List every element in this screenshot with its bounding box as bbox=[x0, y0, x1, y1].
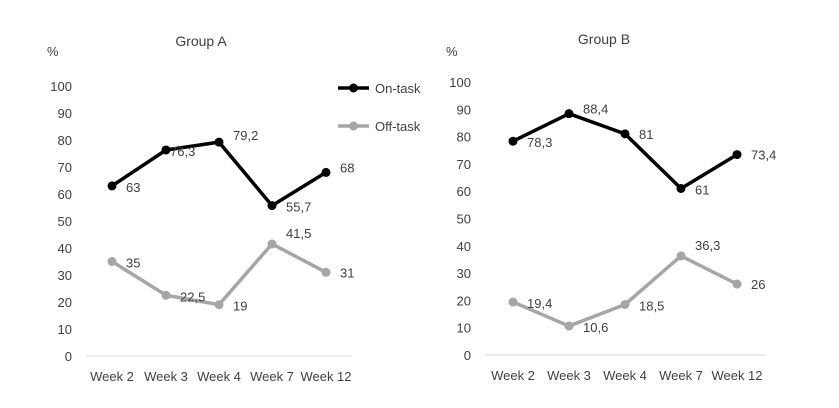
x-tick-labels: Week 2 Week 3 Week 4 Week 7 Week 12 bbox=[90, 369, 351, 384]
series-layer: 19,4 10,6 18,5 36,3 26 78,3 88,4 81 61 73,4 bbox=[508, 102, 776, 335]
data-point-off-task bbox=[564, 321, 574, 331]
y-tick-label: 0 bbox=[65, 349, 72, 364]
y-tick-label: 10 bbox=[58, 322, 72, 337]
x-tick-label: Week 4 bbox=[603, 368, 647, 383]
data-label-on-task: 88,4 bbox=[583, 102, 608, 117]
legend: On-task Off-task bbox=[338, 81, 421, 134]
data-label-off-task: 19 bbox=[233, 299, 247, 314]
y-tick-label: 0 bbox=[464, 348, 471, 363]
y-tick-label: 20 bbox=[58, 295, 72, 310]
data-label-off-task: 31 bbox=[340, 265, 354, 280]
data-label-off-task: 36,3 bbox=[695, 238, 720, 253]
x-tick-label: Week 3 bbox=[144, 369, 188, 384]
series-line-off-task bbox=[111, 242, 327, 307]
data-label-on-task: 63 bbox=[126, 180, 140, 195]
data-label-off-task: 19,4 bbox=[527, 296, 552, 311]
data-label-on-task: 76,3 bbox=[170, 144, 195, 159]
data-point-off-task bbox=[508, 297, 518, 307]
x-tick-label: Week 2 bbox=[90, 369, 134, 384]
y-tick-label: 30 bbox=[58, 268, 72, 283]
data-label-off-task: 41,5 bbox=[286, 226, 311, 241]
x-tick-label: Week 7 bbox=[659, 368, 703, 383]
data-label-off-task: 22,5 bbox=[180, 289, 205, 304]
series-line-on-task bbox=[512, 111, 738, 191]
data-point-on-task bbox=[564, 109, 574, 119]
x-tick-label: Week 12 bbox=[300, 369, 351, 384]
data-label-on-task: 81 bbox=[639, 127, 653, 142]
x-tick-label: Week 2 bbox=[491, 368, 535, 383]
y-tick-label: 100 bbox=[50, 79, 72, 94]
y-axis-label: % bbox=[47, 44, 59, 59]
data-point-off-task bbox=[732, 279, 742, 289]
data-point-off-task bbox=[321, 267, 331, 277]
data-point-on-task bbox=[107, 181, 117, 191]
data-point-off-task bbox=[267, 239, 277, 249]
data-point-on-task bbox=[161, 145, 171, 155]
data-label-on-task: 73,4 bbox=[751, 148, 776, 163]
data-point-off-task bbox=[107, 257, 117, 266]
data-label-on-task: 78,3 bbox=[527, 135, 552, 150]
data-label-on-task: 55,7 bbox=[286, 200, 311, 215]
series-layer: 35 22,5 19 41,5 31 63 76,3 79,2 55,7 68 bbox=[107, 128, 354, 314]
data-label-off-task: 18,5 bbox=[639, 298, 664, 313]
chart-title: Group B bbox=[578, 31, 630, 47]
y-axis-label: % bbox=[446, 44, 458, 59]
y-tick-label: 40 bbox=[58, 241, 72, 256]
legend-label-on-task: On-task bbox=[375, 81, 421, 96]
data-point-off-task bbox=[676, 251, 686, 261]
data-point-on-task bbox=[620, 129, 630, 139]
x-tick-labels: Week 2 Week 3 Week 4 Week 7 Week 12 bbox=[491, 368, 762, 383]
y-tick-label: 60 bbox=[58, 187, 72, 202]
y-tick-labels: 0 10 20 30 40 50 60 70 80 90 100 bbox=[449, 75, 471, 363]
y-tick-label: 60 bbox=[457, 184, 471, 199]
legend-swatch-marker-off-task bbox=[349, 121, 358, 131]
data-point-off-task bbox=[214, 300, 224, 310]
data-label-off-task: 10,6 bbox=[583, 320, 608, 335]
y-tick-label: 20 bbox=[457, 293, 471, 308]
y-tick-label: 90 bbox=[457, 102, 471, 117]
series-line-on-task bbox=[111, 140, 327, 208]
chart-title: Group A bbox=[175, 33, 227, 49]
legend-swatch-marker-on-task bbox=[349, 83, 358, 93]
y-tick-label: 80 bbox=[58, 133, 72, 148]
y-tick-label: 80 bbox=[457, 130, 471, 145]
data-point-off-task bbox=[161, 290, 171, 300]
series-line-off-task bbox=[512, 254, 738, 328]
data-label-on-task: 61 bbox=[695, 182, 709, 197]
data-label-on-task: 79,2 bbox=[233, 128, 258, 143]
y-tick-label: 30 bbox=[457, 266, 471, 281]
legend-label-off-task: Off-task bbox=[375, 119, 421, 134]
data-point-on-task bbox=[267, 201, 277, 211]
data-point-on-task bbox=[508, 136, 518, 146]
x-tick-label: Week 7 bbox=[250, 369, 294, 384]
y-tick-label: 70 bbox=[58, 160, 72, 175]
y-tick-label: 40 bbox=[457, 239, 471, 254]
data-label-off-task: 26 bbox=[751, 277, 765, 292]
y-tick-labels: 0 10 20 30 40 50 60 70 80 90 100 bbox=[50, 79, 72, 364]
data-point-on-task bbox=[214, 137, 224, 147]
x-tick-label: Week 3 bbox=[547, 368, 591, 383]
y-tick-label: 100 bbox=[449, 75, 471, 90]
y-tick-label: 50 bbox=[58, 214, 72, 229]
x-tick-label: Week 12 bbox=[711, 368, 762, 383]
data-label-on-task: 68 bbox=[340, 160, 354, 175]
data-point-off-task bbox=[620, 299, 630, 309]
y-tick-label: 70 bbox=[457, 157, 471, 172]
data-point-on-task bbox=[676, 183, 686, 193]
x-tick-label: Week 4 bbox=[197, 369, 241, 384]
data-point-on-task bbox=[321, 167, 331, 177]
data-point-on-task bbox=[732, 150, 742, 160]
y-tick-label: 50 bbox=[457, 212, 471, 227]
data-label-off-task: 35 bbox=[126, 256, 140, 271]
y-tick-label: 10 bbox=[457, 321, 471, 336]
y-tick-label: 90 bbox=[58, 106, 72, 121]
